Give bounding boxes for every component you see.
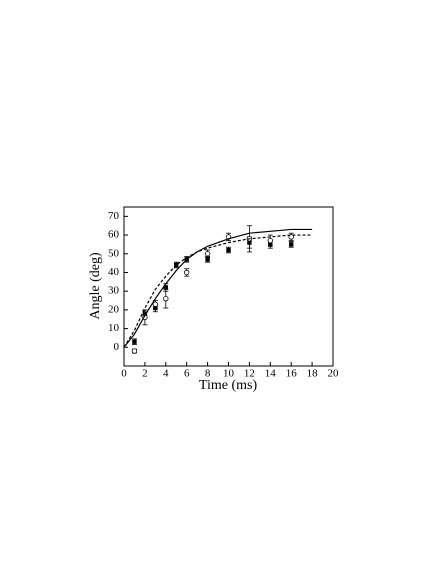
x-tick-label: 0: [121, 368, 127, 380]
y-axis-label: Angle (deg): [88, 252, 103, 320]
x-tick-label: 12: [244, 368, 255, 380]
x-tick-label: 6: [184, 368, 190, 380]
point: [288, 234, 294, 240]
point: [131, 348, 138, 354]
y-tick-label: 30: [108, 285, 120, 297]
x-tick-label: 16: [286, 368, 298, 380]
x-tick-label: 4: [163, 368, 169, 380]
y-tick-label: 60: [108, 229, 120, 241]
x-tick-label: 10: [223, 368, 235, 380]
x-tick-label: 2: [142, 368, 148, 380]
point: [226, 247, 231, 253]
y-tick-label: 40: [108, 266, 120, 278]
fit-curve: [123, 228, 313, 348]
y-tick-label: 50: [108, 247, 120, 259]
point: [174, 262, 179, 268]
point: [163, 285, 168, 290]
fit-curve: [123, 234, 313, 348]
point: [132, 339, 137, 344]
x-tick-label: 8: [205, 368, 211, 380]
point: [289, 242, 294, 247]
point: [205, 257, 210, 262]
point: [152, 301, 159, 307]
x-tick-label: 18: [307, 368, 319, 380]
x-tick-label: 14: [265, 368, 277, 380]
point: [163, 295, 169, 302]
y-tick-label: 70: [108, 210, 120, 222]
point: [204, 251, 211, 257]
x-tick-label: 20: [328, 368, 340, 380]
point: [267, 237, 273, 244]
point: [183, 269, 190, 276]
y-tick-label: 20: [108, 303, 120, 315]
plot-frame: [123, 206, 334, 367]
y-tick-label: 10: [108, 322, 120, 334]
x-axis-label: Time (ms): [199, 378, 258, 393]
y-tick-label: 0: [114, 341, 120, 353]
